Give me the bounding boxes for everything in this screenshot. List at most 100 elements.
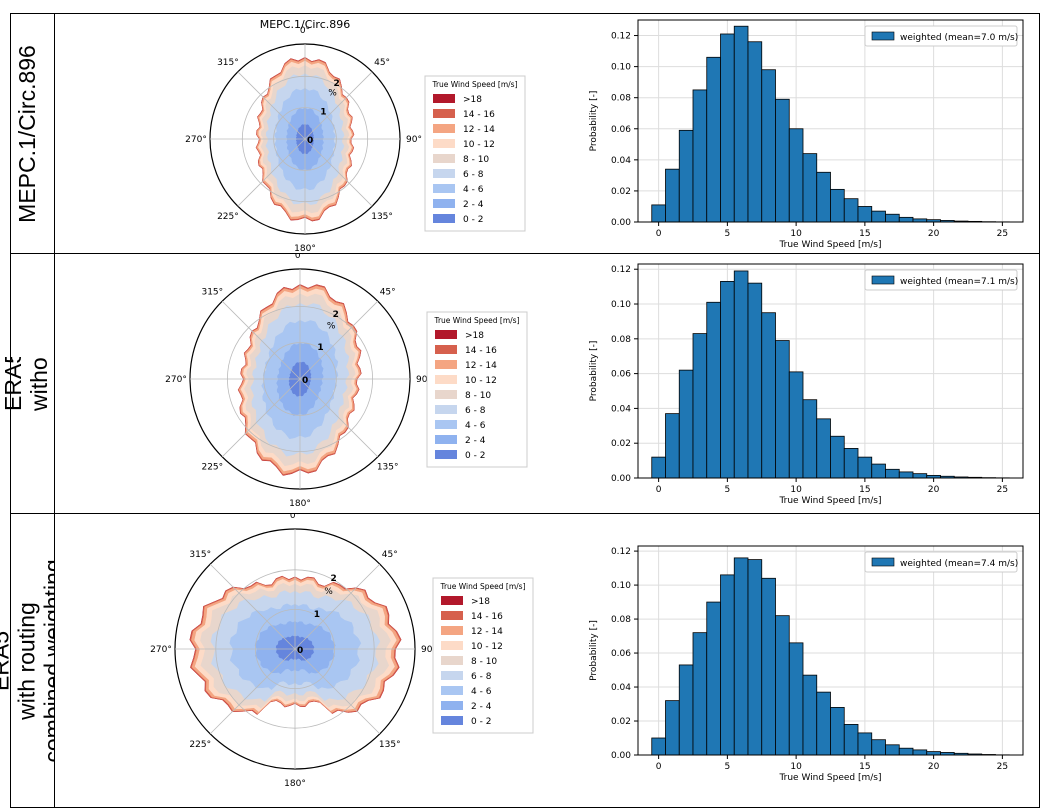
angle-label: 135° bbox=[379, 740, 401, 750]
y-tick-label: 0.04 bbox=[611, 404, 631, 414]
radial-label: 1 bbox=[320, 108, 326, 118]
unit-label: % bbox=[324, 587, 333, 597]
histogram-bar bbox=[733, 270, 749, 479]
angle-label: 90° bbox=[421, 645, 437, 655]
y-axis-label: Probability [-] bbox=[589, 620, 599, 681]
legend-box bbox=[864, 25, 1018, 47]
histogram-bar bbox=[678, 369, 694, 479]
legend-swatch bbox=[433, 154, 455, 163]
histogram-bar bbox=[706, 601, 721, 756]
legend-title: True Wind Speed [m/s] bbox=[431, 80, 517, 89]
row-label-text: ERA5 with routing combined weighting bbox=[0, 558, 54, 763]
wind-rose-chart: 0° 45° 90° 135° 180° 225° 270° 315° 0 1 2% True Win… bbox=[165, 254, 528, 509]
histogram-bar bbox=[912, 473, 928, 479]
angular-grid bbox=[304, 71, 373, 140]
legend-label: 6 - 8 bbox=[471, 672, 492, 682]
legend-swatch bbox=[435, 450, 457, 459]
legend-swatch bbox=[433, 139, 455, 148]
y-tick-label: 0.10 bbox=[611, 63, 631, 73]
histogram-bar bbox=[678, 664, 694, 756]
legend-label: 10 - 12 bbox=[471, 642, 503, 652]
x-tick-label: 25 bbox=[997, 485, 1008, 495]
legend-label: 8 - 10 bbox=[465, 391, 491, 401]
x-axis-label: True Wind Speed [m/s] bbox=[778, 496, 881, 506]
angular-grid bbox=[237, 71, 306, 140]
legend-swatch bbox=[435, 360, 457, 369]
x-tick-label: 10 bbox=[790, 229, 802, 239]
y-tick-label: 0.02 bbox=[611, 187, 631, 197]
histogram-bar bbox=[871, 463, 886, 479]
angle-label: 315° bbox=[217, 58, 239, 68]
x-tick-label: 15 bbox=[859, 485, 870, 495]
histogram-bar bbox=[926, 751, 941, 756]
histogram-bar bbox=[885, 213, 900, 223]
legend-label: 0 - 2 bbox=[465, 451, 485, 461]
angle-label: 225° bbox=[217, 212, 239, 222]
histogram-bar bbox=[651, 204, 666, 223]
legend-label: weighted (mean=7.1 m/s) bbox=[900, 277, 1018, 287]
histogram-bar bbox=[898, 471, 914, 479]
y-tick-label: 0.04 bbox=[611, 683, 631, 693]
angle-label: 180° bbox=[294, 244, 316, 252]
y-tick-label: 0.08 bbox=[611, 615, 631, 625]
histogram-bar bbox=[665, 700, 680, 756]
angle-label: 135° bbox=[377, 463, 399, 473]
legend-swatch bbox=[441, 596, 463, 605]
legend-swatch bbox=[433, 169, 455, 178]
histogram-bar bbox=[802, 153, 818, 223]
angle-label: 0° bbox=[300, 26, 310, 36]
legend-swatch bbox=[435, 390, 457, 399]
histogram-bar bbox=[775, 615, 790, 756]
row-label: ERA5 with routing combined weighting bbox=[0, 514, 54, 807]
y-tick-label: 0.08 bbox=[611, 335, 631, 345]
histogram-bar bbox=[830, 188, 845, 223]
unit-label: % bbox=[327, 321, 336, 331]
legend-swatch bbox=[435, 435, 457, 444]
y-tick-label: 0.00 bbox=[611, 474, 631, 484]
y-axis-label: Probability [-] bbox=[589, 341, 599, 402]
y-tick-label: 0.04 bbox=[611, 156, 631, 166]
radial-label: 1 bbox=[314, 610, 320, 620]
legend-label: 8 - 10 bbox=[471, 657, 497, 667]
legend-title: True Wind Speed [m/s] bbox=[439, 582, 525, 591]
y-tick-label: 0.10 bbox=[611, 300, 631, 310]
histogram-bar bbox=[830, 707, 845, 756]
radial-label: 0 bbox=[297, 646, 303, 656]
y-tick-label: 0.10 bbox=[611, 581, 631, 591]
x-tick-label: 0 bbox=[656, 485, 662, 495]
angle-label: 45° bbox=[382, 550, 398, 560]
legend-swatch bbox=[441, 686, 463, 695]
row-label-text: MEPC.1/Circ.896 bbox=[14, 44, 41, 223]
x-tick-label: 20 bbox=[928, 229, 940, 239]
angle-label: 225° bbox=[201, 463, 223, 473]
y-tick-label: 0.12 bbox=[611, 265, 631, 275]
angle-label: 270° bbox=[165, 375, 187, 385]
histogram-bar bbox=[720, 33, 735, 223]
radial-label: 2 bbox=[333, 79, 339, 89]
angle-label: 225° bbox=[189, 740, 211, 750]
x-tick-label: 15 bbox=[859, 229, 870, 239]
legend-label: weighted (mean=7.0 m/s) bbox=[900, 33, 1018, 43]
legend-label: 10 - 12 bbox=[463, 140, 495, 150]
angle-label: 180° bbox=[289, 499, 311, 509]
row-divider bbox=[10, 253, 1040, 254]
x-tick-label: 15 bbox=[859, 762, 870, 772]
angular-grid bbox=[209, 648, 296, 735]
angle-label: 90° bbox=[416, 375, 432, 385]
legend-label: >18 bbox=[463, 95, 482, 105]
angle-label: 135° bbox=[371, 212, 393, 222]
x-tick-label: 25 bbox=[997, 229, 1008, 239]
histogram-bar bbox=[651, 456, 666, 479]
histogram-bar bbox=[830, 435, 845, 479]
histogram-bar bbox=[651, 737, 666, 756]
legend-box bbox=[864, 551, 1018, 573]
legend-swatch bbox=[871, 557, 895, 567]
histogram-bar bbox=[747, 282, 763, 479]
angular-grid bbox=[209, 563, 296, 650]
legend-label: 14 - 16 bbox=[463, 110, 495, 120]
histogram-bar bbox=[761, 69, 776, 223]
histogram-bar bbox=[706, 56, 721, 223]
legend-label: 4 - 6 bbox=[463, 185, 484, 195]
legend-swatch bbox=[871, 275, 895, 285]
histogram-bar bbox=[843, 448, 859, 479]
